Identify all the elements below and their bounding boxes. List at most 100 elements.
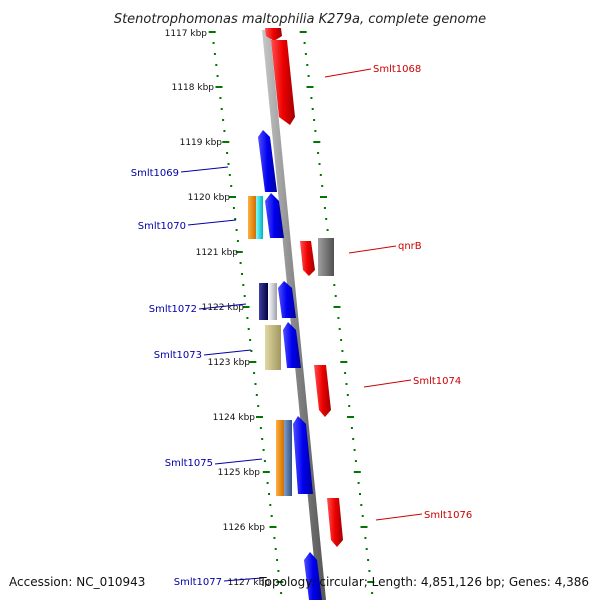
left-track-tick bbox=[235, 251, 243, 253]
right-track-tick bbox=[361, 515, 364, 517]
ruler-tick-label: 1123 kbp bbox=[208, 358, 251, 368]
left-track-tick bbox=[235, 229, 238, 231]
right-track-tick bbox=[364, 537, 367, 539]
gene-block-orange-1075[interactable] bbox=[276, 420, 284, 496]
left-track-tick bbox=[223, 130, 226, 132]
reverse-strand-genes bbox=[248, 130, 334, 600]
left-track-tick bbox=[266, 482, 269, 484]
ruler-scale: 1117 kbp 1118 kbp 1119 kbp 1120 kbp 1121… bbox=[165, 29, 271, 588]
left-track-tick bbox=[222, 141, 230, 143]
left-track-tick bbox=[222, 119, 225, 121]
right-track-tick bbox=[306, 86, 314, 88]
left-track-tick bbox=[261, 438, 264, 440]
left-track-tick bbox=[254, 383, 257, 385]
gene-label-qnrb[interactable]: qnrB bbox=[398, 241, 422, 252]
right-track-tick bbox=[310, 97, 313, 99]
gene-arrow-qnrb-left[interactable] bbox=[300, 241, 315, 276]
right-track-tick bbox=[317, 152, 320, 154]
gene-label-smlt1074[interactable]: Smlt1074 bbox=[413, 376, 461, 387]
gene-block-khaki-1073[interactable] bbox=[265, 325, 281, 370]
left-track-tick bbox=[212, 42, 215, 44]
left-track-tick bbox=[256, 416, 263, 418]
right-track-tick bbox=[371, 592, 374, 594]
map-title: Stenotrophomonas maltophilia K279a, comp… bbox=[114, 12, 486, 27]
right-track-tick bbox=[352, 438, 355, 440]
ruler-tick-label: 1119 kbp bbox=[180, 138, 223, 148]
gene-block-orange-1070[interactable] bbox=[248, 196, 256, 239]
gene-label-smlt1072[interactable]: Smlt1072 bbox=[149, 304, 197, 315]
right-track-tick bbox=[367, 559, 370, 561]
left-track-tick bbox=[243, 295, 246, 297]
left-track-tick bbox=[253, 372, 256, 374]
left-track-tick bbox=[213, 53, 216, 55]
gene-label-smlt1069[interactable]: Smlt1069 bbox=[131, 168, 179, 179]
gene-arrow-smlt1077[interactable] bbox=[304, 552, 322, 600]
left-track-tick bbox=[232, 207, 235, 209]
accession-text: Accession: NC_010943 bbox=[9, 575, 145, 589]
ruler-tick-label: 1121 kbp bbox=[196, 248, 239, 258]
right-track-tick bbox=[333, 284, 336, 286]
gene-block-steel-1075[interactable] bbox=[284, 420, 292, 496]
left-track-tick bbox=[228, 174, 231, 176]
gene-label-smlt1068[interactable]: Smlt1068 bbox=[373, 64, 421, 75]
gene-arrow-smlt1068[interactable] bbox=[271, 40, 295, 125]
right-track-tick bbox=[320, 196, 327, 198]
left-track-tick bbox=[227, 163, 230, 165]
right-track-tick bbox=[340, 339, 343, 341]
left-track-tick bbox=[216, 75, 219, 77]
right-track-tick bbox=[306, 64, 309, 66]
gene-arrow-smlt1072[interactable] bbox=[278, 281, 296, 318]
left-track-tick bbox=[263, 460, 266, 462]
left-track-tick bbox=[273, 537, 276, 539]
left-track-tick bbox=[269, 526, 277, 528]
gene-label-smlt1070[interactable]: Smlt1070 bbox=[138, 221, 186, 232]
gene-arrow-smlt1073[interactable] bbox=[283, 322, 301, 368]
left-track-tick bbox=[257, 405, 260, 407]
left-track-tick bbox=[250, 350, 253, 352]
gene-block-light-1072[interactable] bbox=[268, 283, 277, 320]
right-track-tick bbox=[340, 361, 348, 363]
right-track-tick bbox=[360, 526, 368, 528]
gene-callouts: Smlt1068 Smlt1069 Smlt1070 qnrB Smlt1072… bbox=[131, 64, 473, 588]
gene-label-smlt1075[interactable]: Smlt1075 bbox=[165, 458, 213, 469]
gene-block-navy-1072[interactable] bbox=[259, 283, 268, 320]
gene-label-smlt1076[interactable]: Smlt1076 bbox=[424, 510, 472, 521]
gene-arrow-smlt1067[interactable] bbox=[265, 28, 282, 41]
right-track-tick bbox=[348, 405, 351, 407]
gene-arrow-smlt1069[interactable] bbox=[258, 130, 277, 192]
gene-arrow-smlt1074[interactable] bbox=[314, 365, 331, 417]
gene-arrow-smlt1070[interactable] bbox=[265, 193, 284, 238]
gene-arrow-smlt1076[interactable] bbox=[327, 498, 343, 547]
ruler-tick-label: 1126 kbp bbox=[223, 523, 266, 533]
right-track-tick bbox=[313, 141, 321, 143]
right-track-tick bbox=[338, 328, 341, 330]
right-track-tick bbox=[323, 207, 326, 209]
right-track-tick bbox=[318, 163, 321, 165]
right-track-tick bbox=[311, 108, 314, 110]
left-track-tick bbox=[270, 515, 273, 517]
left-track-tick bbox=[262, 449, 265, 451]
gene-label-smlt1073[interactable]: Smlt1073 bbox=[154, 350, 202, 361]
left-track-tick bbox=[242, 306, 250, 308]
left-track-tick bbox=[230, 185, 233, 187]
left-track-tick bbox=[280, 592, 283, 594]
right-track-tick bbox=[357, 482, 360, 484]
left-track-tick bbox=[219, 97, 222, 99]
right-track-tick bbox=[325, 218, 328, 220]
gene-block-gray-qnrb[interactable] bbox=[318, 238, 334, 276]
right-track-tick bbox=[321, 185, 324, 187]
gene-label-smlt1077[interactable]: Smlt1077 bbox=[174, 577, 222, 588]
right-track-tick bbox=[344, 372, 347, 374]
right-track-tick bbox=[333, 306, 341, 308]
left-track-tick bbox=[239, 262, 242, 264]
right-track-tick bbox=[304, 53, 307, 55]
left-track-tick bbox=[220, 108, 223, 110]
right-track-tick bbox=[368, 570, 371, 572]
left-track-tick bbox=[274, 548, 277, 550]
left-track-tick bbox=[262, 471, 270, 473]
left-track-tick bbox=[241, 273, 243, 275]
gene-arrow-smlt1075[interactable] bbox=[293, 416, 313, 494]
right-track-tick bbox=[346, 394, 349, 396]
gene-block-cyan-1070[interactable] bbox=[256, 196, 263, 239]
